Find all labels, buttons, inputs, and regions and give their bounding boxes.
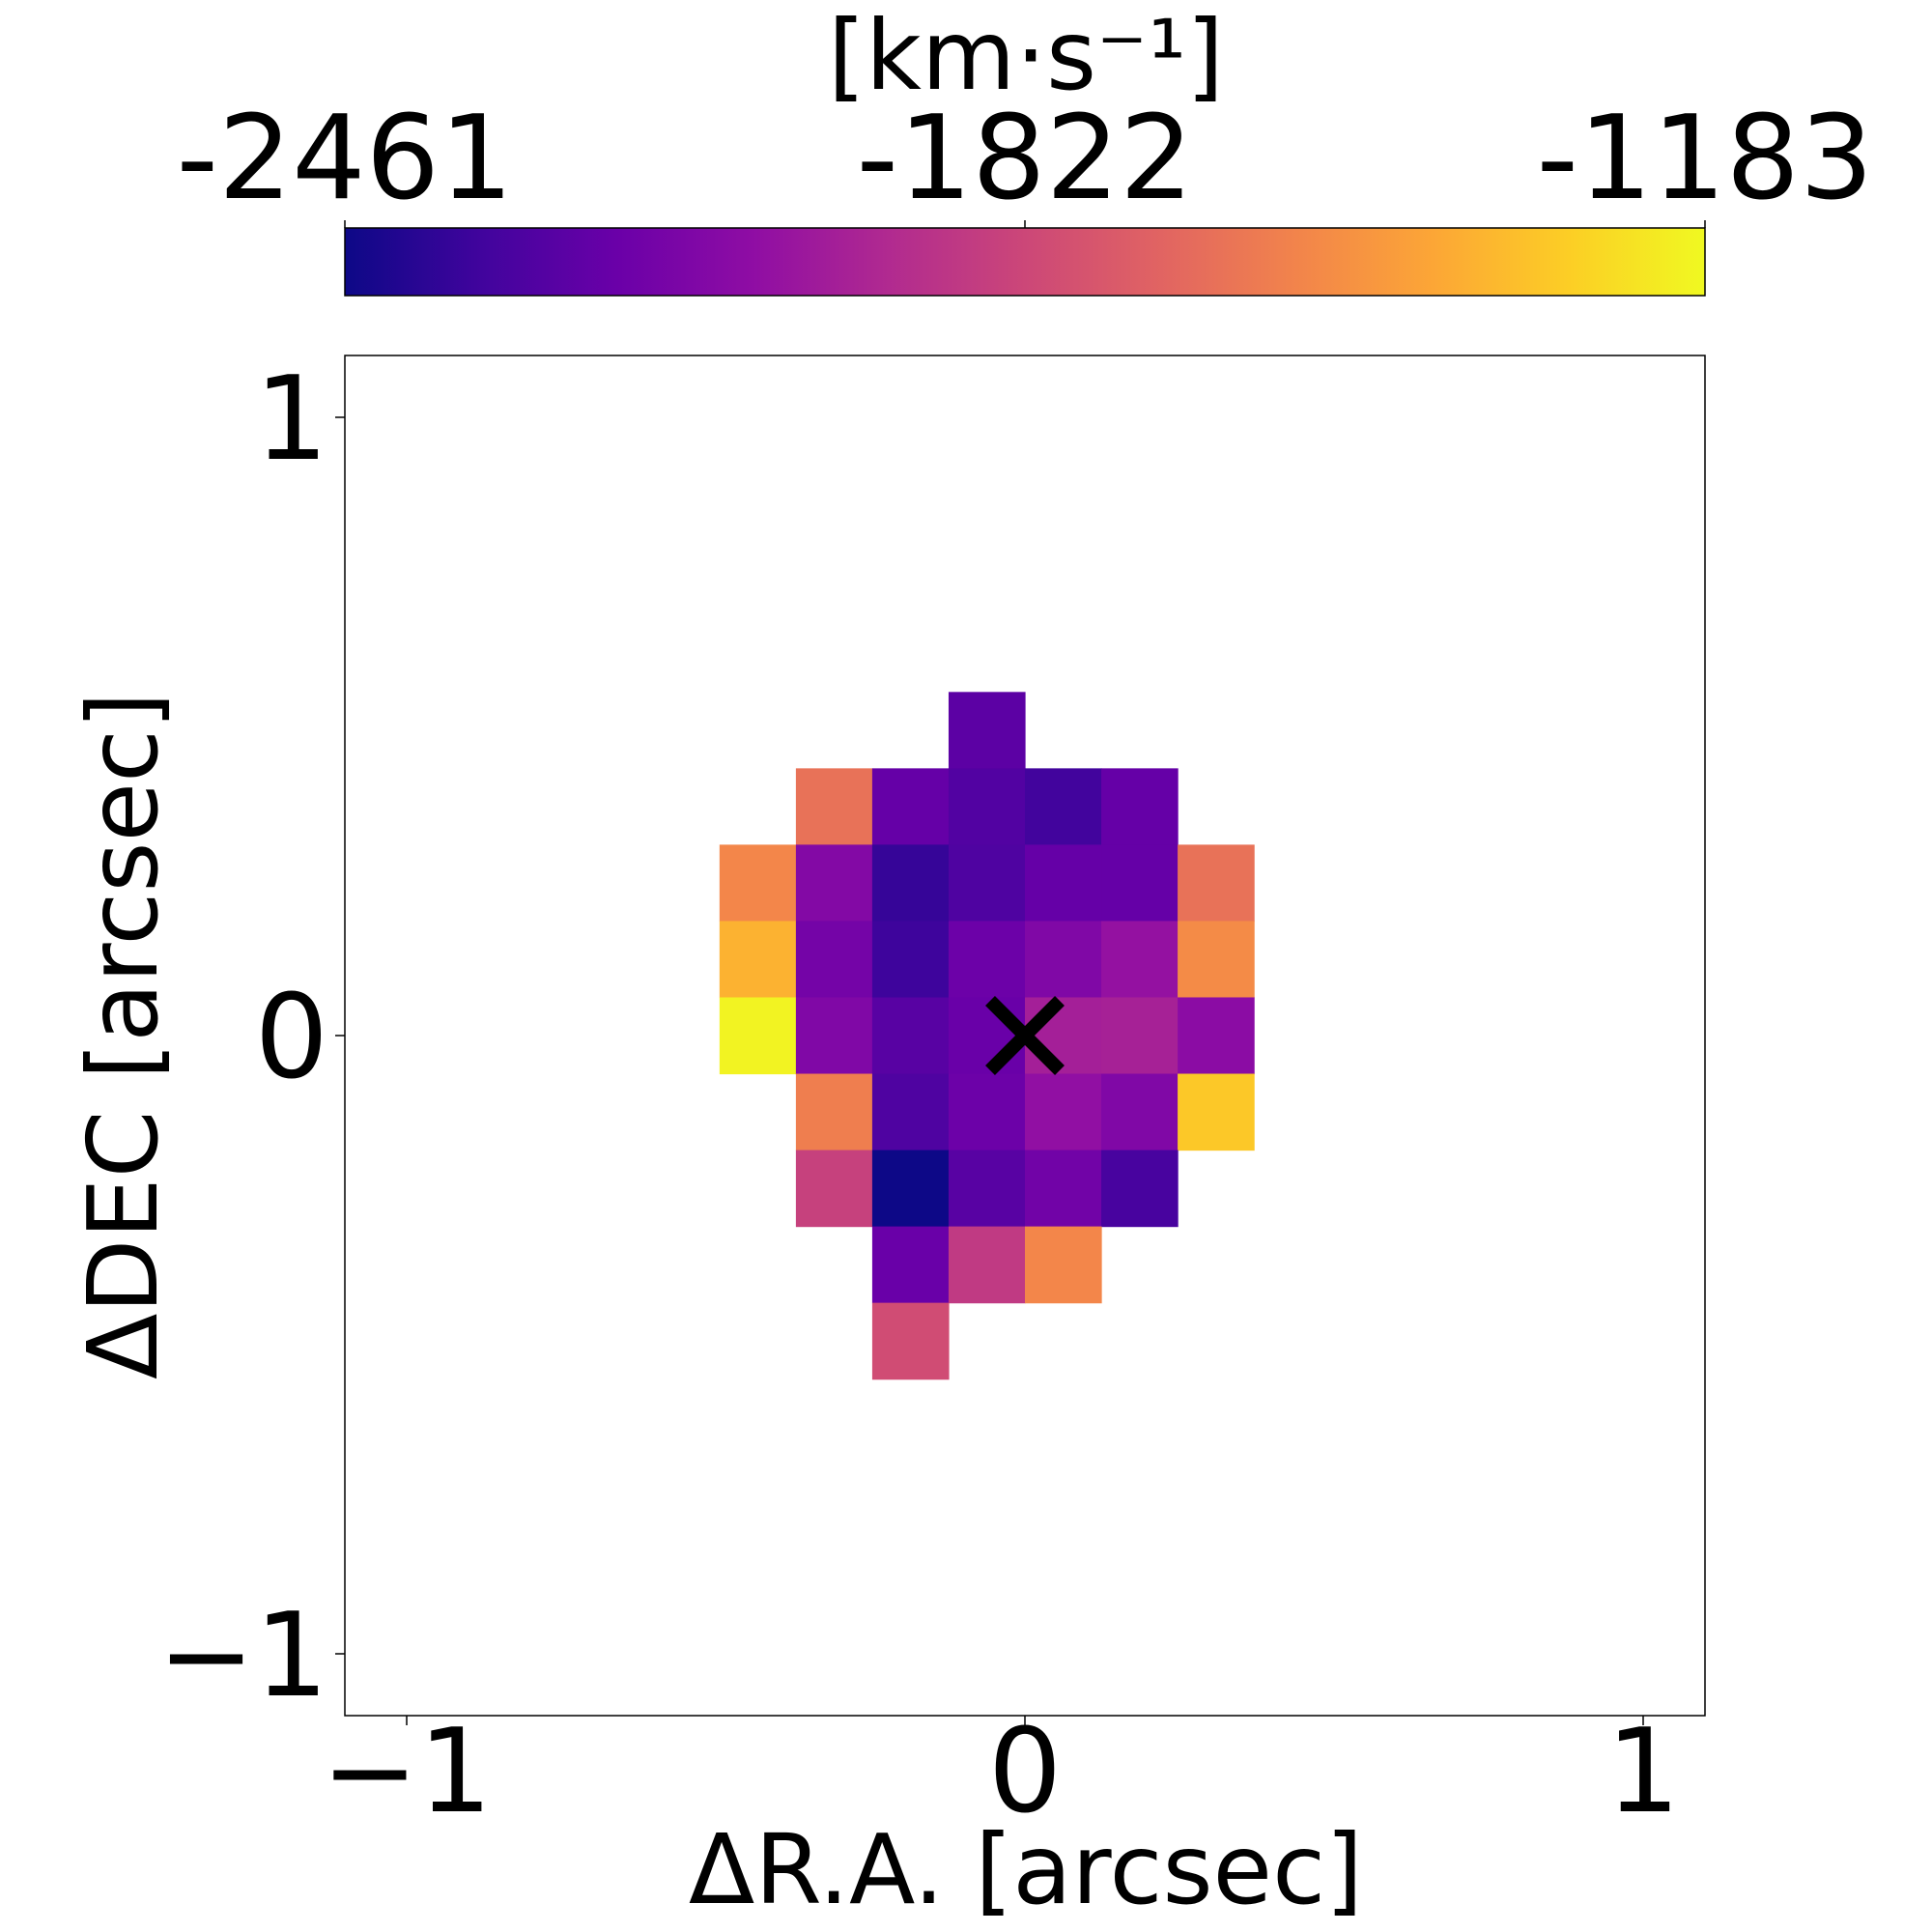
velocity-cell (1101, 997, 1179, 1075)
x-tick-label: 1 (1606, 1705, 1680, 1839)
velocity-cell (719, 844, 797, 923)
velocity-cell (948, 1073, 1026, 1151)
y-axis-ticks: −1 0 1 (157, 353, 345, 1723)
velocity-cell (871, 1073, 950, 1151)
velocity-cell (1178, 921, 1255, 999)
velocity-cell (948, 1226, 1026, 1304)
velocity-cell (948, 844, 1026, 923)
colorbar-label: [km·s⁻¹] (828, 0, 1224, 112)
velocity-cell (948, 921, 1026, 999)
colorbar: [km·s⁻¹] -2461 -1822 -1183 (177, 0, 1874, 297)
velocity-cell (1025, 1150, 1102, 1228)
velocity-cell (795, 844, 873, 923)
colorbar-tick-label: -2461 (177, 92, 514, 226)
x-axis-label: ΔR.A. [arcsec] (689, 1813, 1363, 1926)
colorbar-tick-label: -1183 (1537, 92, 1874, 226)
velocity-cell (1101, 844, 1179, 923)
velocity-cell (871, 997, 950, 1075)
colorbar-tick-label: -1822 (857, 92, 1194, 226)
velocity-cell (871, 1150, 950, 1228)
velocity-cell (948, 997, 1026, 1075)
velocity-cell (871, 768, 950, 845)
velocity-cell (871, 921, 950, 999)
velocity-cell (871, 844, 950, 923)
velocity-cell (1025, 921, 1102, 999)
velocity-cell (795, 997, 873, 1075)
center-marker-stroke (985, 996, 1065, 1075)
velocity-cell (1025, 1226, 1102, 1304)
velocity-cell (719, 921, 797, 999)
velocity-cell (719, 997, 797, 1075)
velocity-cell (795, 921, 873, 999)
x-tick-label: −1 (322, 1705, 493, 1839)
plot-area: −1 0 1 −1 0 1 (157, 353, 1706, 1839)
velocity-cell (1025, 844, 1102, 923)
colorbar-ticks (344, 220, 1706, 228)
y-tick-label: −1 (157, 1589, 328, 1723)
velocity-cell (948, 692, 1026, 769)
velocity-cell (795, 768, 873, 845)
velocity-cell (1101, 1073, 1179, 1151)
y-axis-label: ΔDEC [arcsec] (67, 692, 180, 1379)
velocity-cell (1025, 1073, 1102, 1151)
velocity-cell (1101, 921, 1179, 999)
velocity-cell (948, 768, 1026, 845)
x-axis-ticks: −1 0 1 (322, 1705, 1681, 1839)
velocity-cell (795, 1150, 873, 1228)
x-tick-label: 0 (988, 1705, 1062, 1839)
velocity-cell (871, 1302, 950, 1380)
y-tick-label: 1 (255, 353, 328, 487)
velocity-cell (1178, 844, 1255, 923)
velocity-cell (1101, 1150, 1179, 1228)
velocity-cell (1025, 768, 1102, 845)
y-tick-label: 0 (255, 971, 328, 1105)
velocity-cell (795, 1073, 873, 1151)
colorbar-tick-labels: -2461 -1822 -1183 (177, 92, 1874, 226)
velocity-cell (948, 1150, 1026, 1228)
colorbar-gradient (344, 227, 1706, 297)
velocity-cell (1101, 768, 1179, 845)
velocity-cell (871, 1226, 950, 1304)
velocity-cell (1178, 997, 1255, 1075)
velocity-cells (719, 692, 1255, 1380)
center-marker (985, 996, 1065, 1075)
velocity-cell (1025, 997, 1102, 1075)
velocity-cell (1178, 1073, 1255, 1151)
